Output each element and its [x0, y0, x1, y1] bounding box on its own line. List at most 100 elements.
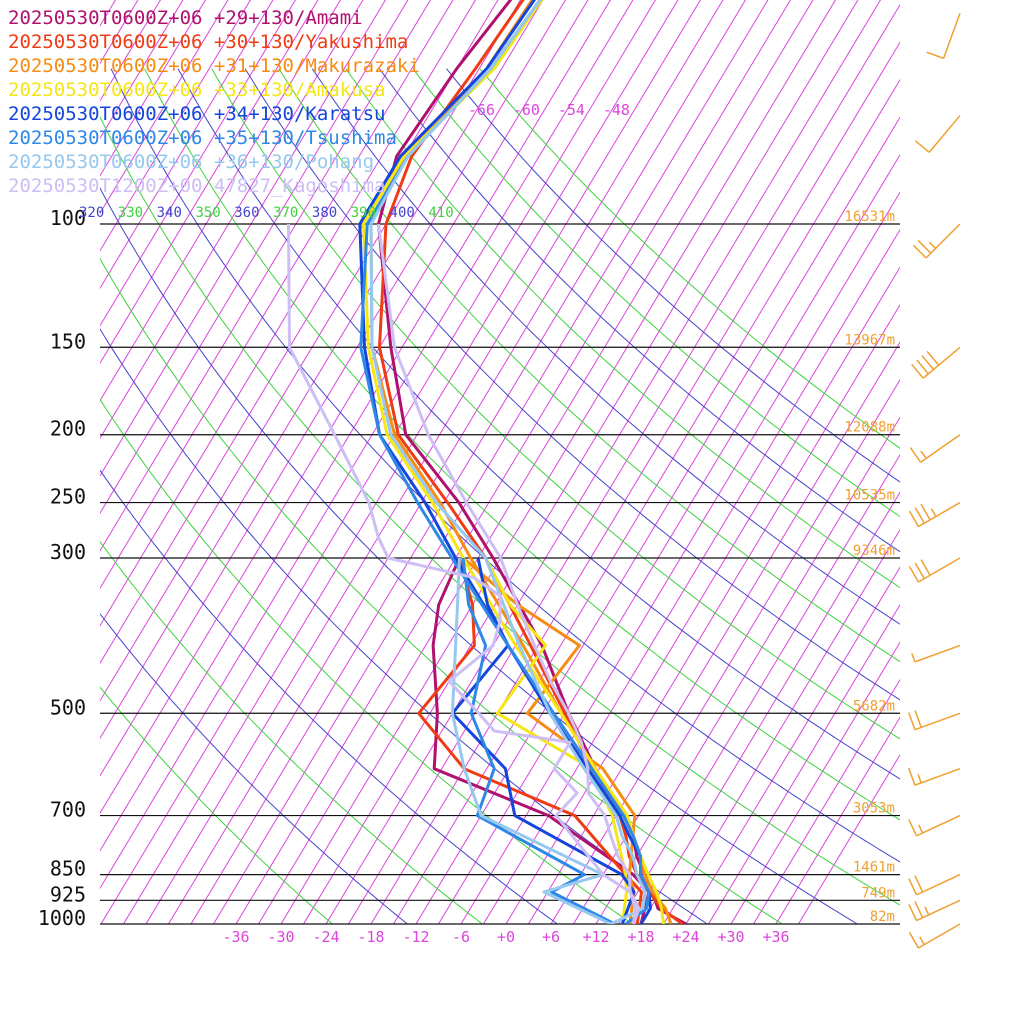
isotherm-line — [685, 566, 900, 924]
dry-adiabat-line — [100, 257, 784, 924]
dry-adiabat-line — [144, 68, 900, 821]
series-dewpoint-line — [462, 556, 637, 924]
isotherm-line — [100, 0, 656, 924]
wind-barb — [908, 814, 961, 837]
isotherm-line — [550, 341, 900, 924]
wind-barb-staff — [916, 814, 961, 837]
temperature-tick-label: +36 — [762, 928, 789, 946]
temperature-tick-label: -18 — [357, 928, 384, 946]
wind-barb-feather — [911, 363, 924, 379]
pressure-label: 250 — [50, 485, 86, 509]
wind-barb-feather — [920, 450, 927, 459]
series-dewpoint-line — [287, 223, 637, 924]
wind-barb-feather — [928, 241, 937, 249]
wind-barb — [911, 346, 961, 379]
dry-adiabat-line — [177, 68, 900, 780]
isotherm-line — [303, 0, 859, 924]
pressure-label: 925 — [50, 882, 86, 906]
isotherm-line — [573, 378, 900, 924]
isotherm-line — [100, 0, 431, 552]
legend-entry: 20250530T0600Z+06 +30+130/Yakushima — [8, 31, 408, 53]
temperature-tick-label: +30 — [717, 928, 744, 946]
isotherm-label: -60 — [513, 101, 540, 119]
wind-barb-staff — [916, 873, 961, 896]
wind-barb-feather — [908, 566, 920, 583]
wind-barb-staff — [916, 899, 961, 922]
pressure-label: 200 — [50, 417, 86, 441]
isotherm-line — [100, 0, 521, 702]
isotherm-line — [730, 641, 900, 924]
wind-barb-staff — [918, 501, 961, 528]
pressure-label: 100 — [50, 206, 86, 230]
legend-entry: 20250530T0600Z+06 +36+130/Pohang — [8, 151, 374, 173]
legend-entry: 20250530T0600Z+06 +33+130/Amakusa — [8, 79, 386, 101]
height-label: 5682m — [853, 698, 895, 714]
wind-barb-staff — [925, 223, 961, 259]
isotherm-line — [618, 453, 900, 924]
isotherm-line — [100, 0, 364, 440]
dry-adiabat-line — [100, 187, 859, 924]
wind-barb-feather — [911, 653, 916, 663]
isotherm-line — [528, 303, 900, 924]
height-label: 16531m — [844, 209, 895, 225]
wind-barb — [926, 13, 961, 60]
series-lines — [287, 0, 687, 924]
dry-adiabat-line — [100, 613, 409, 924]
wind-barb — [908, 501, 961, 528]
series-dewpoint-line — [450, 557, 612, 924]
wind-barb-feather — [908, 510, 920, 527]
wind-barb-staff — [914, 712, 961, 731]
height-label: 9346m — [853, 543, 895, 559]
isotherm-line — [663, 528, 900, 924]
dry-adiabat-line — [100, 115, 900, 906]
isotherm-line — [100, 0, 454, 590]
legend-entry: 20250530T0600Z+06 +29+130/Amami — [8, 7, 363, 29]
wind-barb — [914, 115, 961, 153]
isotherm-line — [280, 0, 836, 924]
temperature-tick-label: +0 — [497, 928, 515, 946]
dry-adiabat-line — [378, 68, 900, 553]
wind-barb-feather — [908, 903, 918, 921]
wind-barb-feather — [914, 507, 925, 524]
pressure-label: 150 — [50, 329, 86, 353]
wind-barb-feather — [914, 562, 925, 579]
isotherm-line — [438, 153, 900, 924]
theta-label: 360 — [234, 205, 259, 221]
wind-barb — [908, 899, 961, 922]
wind-barb-staff — [928, 115, 961, 153]
isotherm-line — [325, 0, 881, 924]
wind-barb-feather — [919, 936, 925, 946]
height-label: 10535m — [844, 488, 895, 504]
temperature-tick-label: +6 — [542, 928, 560, 946]
legend: 20250530T0600Z+06 +29+130/Amami20250530T… — [8, 7, 420, 197]
isotherm-label: -54 — [558, 101, 585, 119]
temperature-tick-label: -12 — [402, 928, 429, 946]
dry-adiabat-line — [211, 68, 900, 740]
dry-adiabat-line — [244, 68, 900, 701]
height-label: 12088m — [844, 420, 895, 436]
theta-label: 390 — [351, 205, 376, 221]
wind-barb-feather — [912, 244, 927, 259]
height-label: 13967m — [844, 332, 895, 348]
theta-label: 380 — [312, 205, 337, 221]
legend-entry: 20250530T1200Z+00 47827_Kagoshima — [8, 175, 386, 197]
isotherm-line — [213, 0, 769, 924]
wind-barb — [909, 434, 961, 463]
theta-label: 370 — [273, 205, 298, 221]
temperature-tick-label: -36 — [222, 928, 249, 946]
height-label: 82m — [870, 909, 895, 925]
isotherm-line — [595, 416, 900, 924]
pressure-label: 500 — [50, 695, 86, 719]
wind-barb-feather — [908, 932, 920, 949]
isotherm-line — [708, 603, 900, 924]
theta-label: 400 — [390, 205, 415, 221]
temperature-tick-label: +24 — [672, 928, 699, 946]
wind-barb-feather — [914, 710, 922, 728]
legend-entry: 20250530T0600Z+06 +34+130/Karatsu — [8, 103, 386, 125]
wind-barb — [908, 557, 961, 583]
theta-label: 320 — [79, 205, 104, 221]
wind-barb-feather — [918, 824, 924, 834]
wind-barb-staff — [914, 644, 961, 663]
isotherm-line — [460, 191, 900, 924]
